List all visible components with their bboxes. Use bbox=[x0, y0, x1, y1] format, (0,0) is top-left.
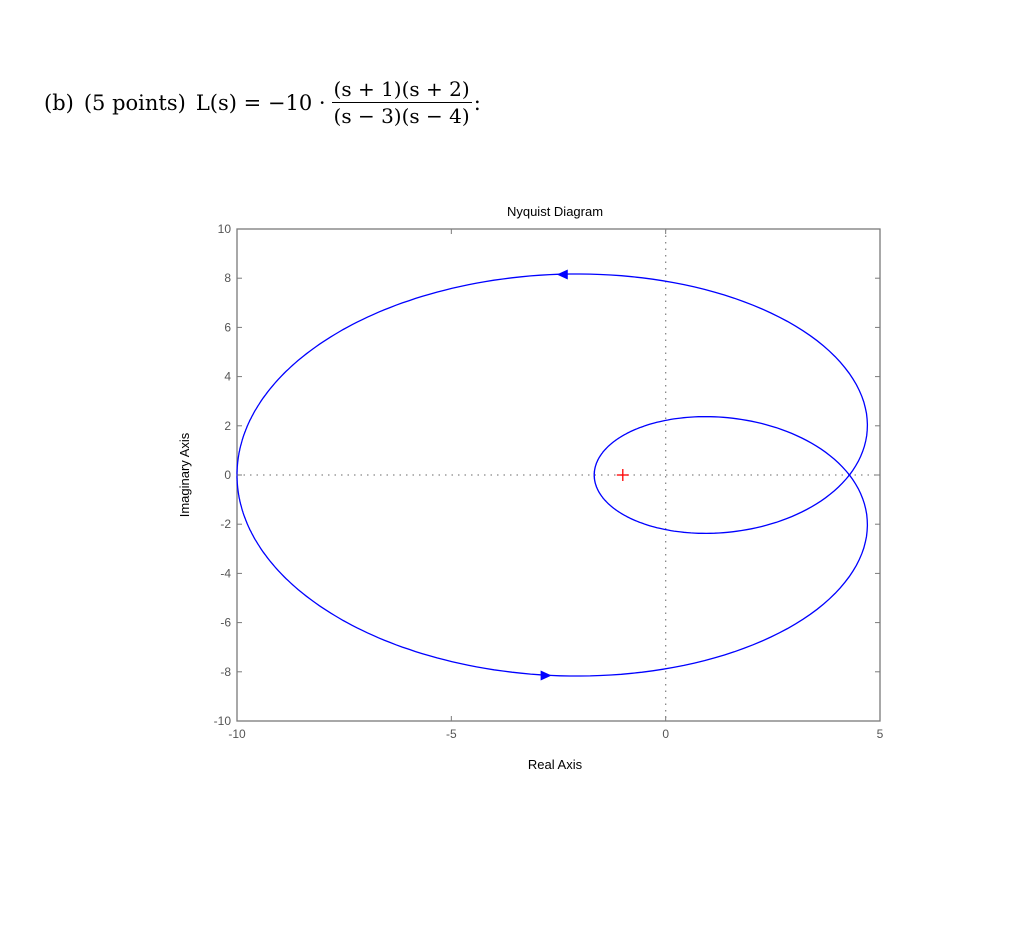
x-axis-label: Real Axis bbox=[528, 757, 583, 772]
y-tick-label: 10 bbox=[218, 222, 232, 236]
direction-arrow-icon bbox=[556, 269, 568, 280]
y-tick-label: -2 bbox=[220, 517, 231, 531]
problem-statement: (b) (5 points) L(s) = −10 · (s + 1)(s + … bbox=[44, 78, 481, 127]
nyquist-curve-negative-freq bbox=[236, 415, 869, 677]
x-tick-label: 0 bbox=[662, 727, 669, 741]
y-tick-label: -8 bbox=[220, 665, 231, 679]
transfer-function-fraction: (s + 1)(s + 2) (s − 3)(s − 4) bbox=[331, 77, 472, 128]
problem-points: (5 points) bbox=[83, 90, 186, 115]
transfer-function-lhs: L(s) = −10 · bbox=[195, 90, 326, 115]
x-tick-label: 5 bbox=[877, 727, 884, 741]
direction-arrow-icon bbox=[540, 670, 552, 681]
y-tick-label: -6 bbox=[220, 616, 231, 630]
y-tick-label: 2 bbox=[224, 419, 231, 433]
chart-title: Nyquist Diagram bbox=[507, 204, 603, 219]
y-tick-label: 4 bbox=[224, 370, 231, 384]
problem-part: (b) bbox=[44, 90, 74, 115]
x-tick-label: -10 bbox=[228, 727, 246, 741]
x-tick-label: -5 bbox=[446, 727, 457, 741]
nyquist-curve-positive-freq bbox=[236, 273, 869, 535]
trailing-colon: : bbox=[473, 90, 481, 115]
denominator: (s − 3)(s − 4) bbox=[333, 104, 470, 128]
y-tick-label: 8 bbox=[224, 271, 231, 285]
y-tick-label: -4 bbox=[220, 566, 231, 580]
y-tick-label: -10 bbox=[214, 714, 232, 728]
y-axis-label: Imaginary Axis bbox=[177, 432, 192, 517]
y-tick-label: 0 bbox=[224, 468, 231, 482]
plot-area: -10 -5 0 5 -10 -8 -6 -4 -2 0 2 4 6 8 10 bbox=[214, 222, 884, 741]
y-tick-label: 6 bbox=[224, 320, 231, 334]
numerator: (s + 1)(s + 2) bbox=[331, 77, 472, 103]
plot-frame bbox=[236, 228, 881, 722]
